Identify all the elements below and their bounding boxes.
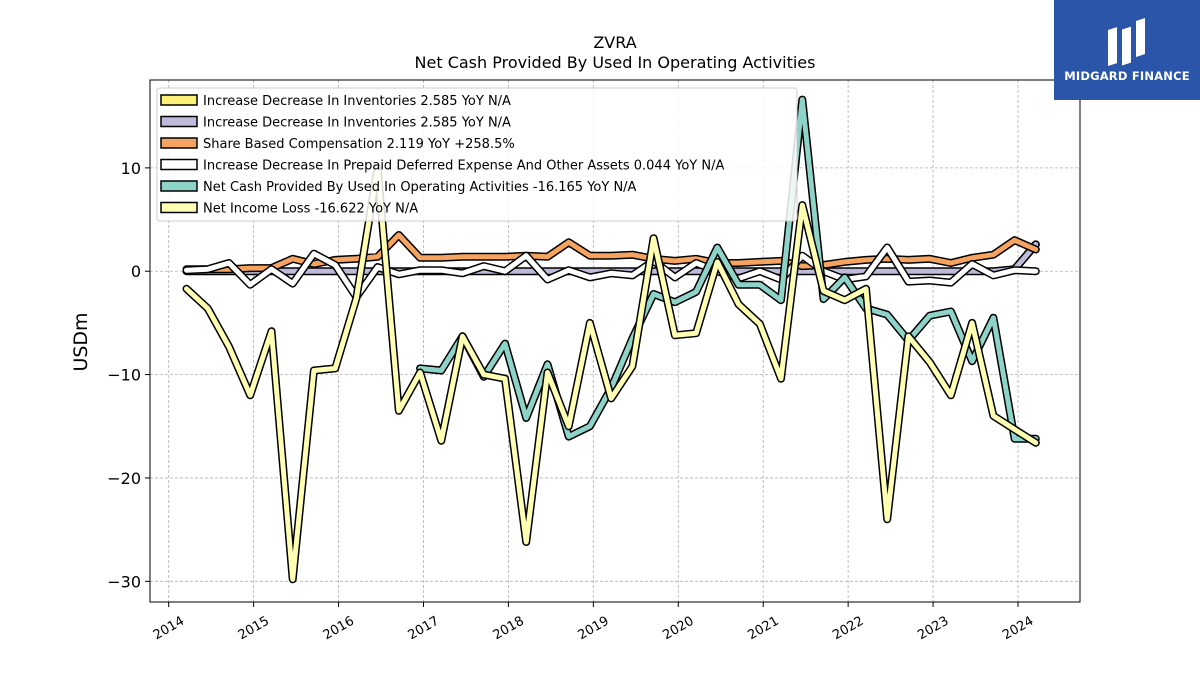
series-line [417, 97, 1039, 442]
x-tick-label: 2018 [491, 614, 527, 644]
x-tick-label: 2023 [915, 614, 951, 644]
legend-swatch [160, 137, 198, 149]
x-tick-label: 2014 [151, 614, 187, 644]
y-axis-label: USDm [70, 312, 92, 371]
legend-label: Net Income Loss -16.622 YoY N/A [203, 202, 418, 217]
x-tick-label: 2022 [830, 614, 866, 644]
series-line [184, 245, 1039, 300]
legend-swatch [160, 158, 198, 171]
legend-label: Net Cash Provided By Used In Operating A… [203, 180, 637, 195]
legend-label: Increase Decrease In Inventories 2.585 Y… [203, 116, 511, 131]
legend-swatch [160, 201, 198, 214]
y-tick-label: −10 [107, 366, 141, 385]
legend: Increase Decrease In Inventories 2.585 Y… [156, 87, 798, 222]
x-tick-label: 2017 [406, 614, 442, 644]
x-tick-label: 2015 [236, 614, 272, 644]
series-layer [182, 95, 1040, 584]
legend-label: Increase Decrease In Prepaid Deferred Ex… [203, 159, 724, 174]
series-3 [182, 243, 1040, 302]
y-tick-label: 10 [121, 159, 141, 178]
brand-logo: MIDGARD FINANCE [1054, 0, 1200, 100]
legend-swatch [160, 180, 198, 192]
x-tick-label: 2019 [576, 614, 612, 644]
legend-label: Increase Decrease In Inventories 2.585 Y… [203, 94, 511, 109]
brand-name: MIDGARD FINANCE [1064, 69, 1190, 83]
y-tick-label: 0 [131, 262, 141, 281]
series-line [184, 165, 1039, 582]
x-tick-label: 2024 [1000, 614, 1036, 644]
y-tick-label: −20 [107, 469, 141, 488]
legend-box [156, 87, 798, 222]
x-tick-label: 2021 [745, 614, 781, 644]
brand-logo-icon [1108, 18, 1145, 67]
series-5 [182, 163, 1040, 584]
legend-label: Share Based Compensation 2.119 YoY +258.… [203, 137, 515, 152]
x-tick-label: 2020 [660, 614, 696, 644]
x-tick-label: 2016 [321, 614, 357, 644]
chart-title: ZVRA [593, 33, 636, 52]
series-4 [416, 95, 1040, 443]
legend-swatch [160, 94, 198, 106]
plot-frame [149, 79, 1081, 603]
y-tick-label: −30 [107, 572, 141, 591]
chart-subtitle: Net Cash Provided By Used In Operating A… [415, 53, 816, 72]
legend-swatch [160, 115, 198, 128]
